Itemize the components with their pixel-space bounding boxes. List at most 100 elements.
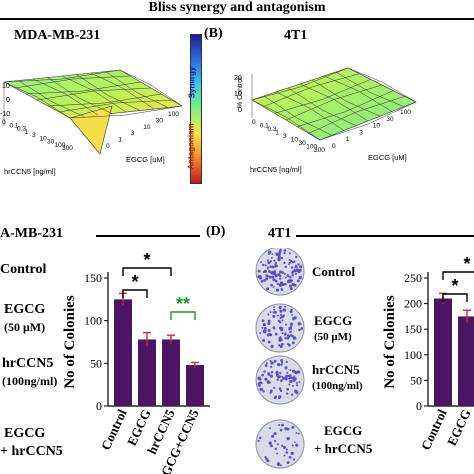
- colony-dot: [291, 369, 296, 373]
- colony-dot: [259, 388, 263, 391]
- colony-dot: [280, 363, 283, 366]
- colony-dot: [269, 427, 272, 430]
- colony-dot: [274, 332, 278, 336]
- colony-dot: [279, 345, 283, 349]
- colony-dot: [276, 282, 280, 286]
- colony-dot: [267, 319, 271, 323]
- sig-bracket-0: [442, 293, 468, 302]
- colony-dish-3: [255, 419, 305, 469]
- surface-right-x-tick-3: 1: [275, 130, 279, 137]
- colony-dot: [295, 443, 299, 447]
- surface-left-lowcorner: [69, 105, 113, 155]
- colony-dot: [278, 395, 282, 399]
- surface-left-x-label: hrCCN5 [ng/ml]: [4, 167, 56, 176]
- colony-dot: [266, 266, 269, 269]
- colony-dot: [297, 432, 300, 435]
- surface-right-y-tick-2: 3: [359, 129, 363, 136]
- y-tick-label-0: 0: [96, 399, 102, 413]
- colony-dot: [288, 456, 292, 459]
- colony-dot: [275, 288, 280, 292]
- surface-right-x-tick-2: 0.3: [268, 126, 277, 133]
- colony-dot: [260, 279, 264, 283]
- colony-dot: [272, 278, 276, 282]
- colony-dot: [285, 448, 288, 451]
- colony-dot: [288, 252, 291, 255]
- surface-right-x-tick-0: 0: [252, 119, 256, 126]
- colony-dot: [282, 445, 286, 449]
- colony-dot: [260, 261, 262, 263]
- y-tick-label-3: 150: [404, 322, 422, 336]
- colony-dot: [295, 381, 298, 385]
- y-tick-label-5: 250: [404, 271, 422, 285]
- colony-dot: [267, 328, 271, 332]
- colony-dot: [288, 261, 291, 264]
- colony-dot: [273, 308, 276, 311]
- colony-dot: [280, 358, 284, 362]
- colony-dot: [278, 305, 282, 309]
- colony-dot: [297, 263, 300, 266]
- surface-right-x-tick-1: 0.1: [260, 123, 269, 130]
- colony-dot: [276, 463, 280, 467]
- legend-combo: EGCG: [4, 426, 46, 441]
- panel-d-rule: [296, 235, 474, 237]
- surface-right-y-tick-0: 0: [332, 143, 336, 150]
- colony-dot: [283, 454, 286, 457]
- colorbar-top-label: Synergy: [187, 66, 197, 99]
- colony-dot: [267, 379, 270, 382]
- colony-dot: [277, 256, 281, 260]
- colony-dot: [289, 276, 292, 279]
- surface-left-x-tick-5: 10: [40, 135, 48, 142]
- colony-dot: [264, 364, 268, 367]
- x-tick-label-0: Control: [418, 407, 450, 453]
- surface-left-y-tick-0: 0: [106, 143, 110, 150]
- surface-right-y-tick-4: 30: [386, 116, 394, 123]
- colony-dot: [290, 266, 294, 269]
- colony-dot: [284, 332, 287, 335]
- colony-dot: [268, 441, 272, 445]
- colony-dot: [299, 265, 303, 269]
- colony-dot: [258, 381, 262, 385]
- colony-dot: [268, 275, 272, 279]
- surface-right-x-tick-5: 10: [291, 137, 299, 144]
- colony-dot: [289, 330, 292, 334]
- colony-dot: [288, 326, 293, 330]
- colony-dot: [299, 322, 302, 325]
- colony-dot: [276, 452, 279, 455]
- colony-dot: [284, 265, 287, 269]
- colony-dot: [274, 439, 277, 443]
- colony-dot: [293, 441, 296, 444]
- surface-right-x-tick-6: 30: [299, 140, 307, 147]
- colony-dot: [271, 434, 275, 438]
- bar-0: [434, 298, 452, 406]
- colony-dot: [291, 425, 295, 429]
- colony-dot: [257, 377, 260, 380]
- colony-dot: [270, 256, 273, 259]
- colony-dot: [257, 269, 261, 273]
- colony-dot: [269, 359, 272, 363]
- colony-dot: [295, 255, 298, 259]
- colony-dot: [295, 391, 299, 395]
- colony-dot: [295, 432, 298, 435]
- colony-dot: [284, 366, 288, 370]
- surface-right-x-tick-7: 100: [306, 144, 317, 151]
- colony-dot: [298, 275, 302, 280]
- surface-left-x-tick-8: 300: [62, 145, 73, 152]
- colony-dot: [283, 261, 286, 265]
- colony-dot: [287, 342, 290, 346]
- surface-right-x-label: hrCCN5 [ng/ml]: [250, 165, 302, 174]
- colony-dot: [267, 313, 270, 316]
- colony-dot: [262, 323, 267, 327]
- colony-dot: [273, 386, 276, 390]
- colony-dot: [266, 274, 269, 278]
- sig-bracket-2: [170, 311, 196, 320]
- colony-dot: [272, 314, 276, 318]
- colony-dot: [273, 306, 275, 308]
- colony-dot: [273, 310, 277, 314]
- colony-dot: [270, 361, 274, 365]
- surface-left-y-label: EGCG [uM]: [126, 155, 165, 164]
- colony-dot: [279, 248, 282, 252]
- colony-dot: [284, 377, 288, 381]
- colony-dot: [273, 359, 277, 363]
- sig-label-0: *: [131, 272, 138, 292]
